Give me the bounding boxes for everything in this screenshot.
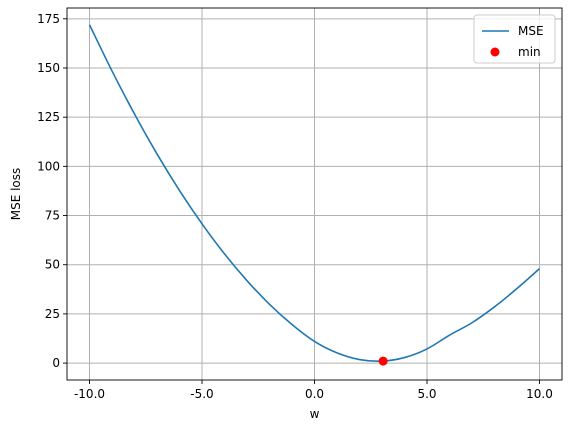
legend: MSE min bbox=[473, 14, 556, 64]
grid-lines bbox=[67, 8, 562, 380]
y-tick-label: 50 bbox=[45, 258, 60, 272]
min-point bbox=[378, 356, 388, 366]
x-tick-label: 10.0 bbox=[526, 387, 553, 401]
legend-label: min bbox=[518, 45, 541, 59]
y-tick-label: 150 bbox=[37, 61, 60, 75]
series-layer bbox=[88, 24, 541, 366]
y-tick-label: 100 bbox=[37, 159, 60, 173]
series-line-mse bbox=[88, 24, 541, 363]
y-axis-title: MSE loss bbox=[9, 168, 23, 221]
legend-label: MSE bbox=[518, 24, 544, 38]
y-tick-label: 175 bbox=[37, 12, 60, 26]
x-tick-label: 5.0 bbox=[417, 387, 436, 401]
x-tick-label: -10.0 bbox=[74, 387, 105, 401]
legend-box bbox=[473, 14, 556, 64]
x-axis-title: w bbox=[310, 407, 320, 421]
y-tick-label: 25 bbox=[45, 307, 60, 321]
y-tick-label: 75 bbox=[45, 209, 60, 223]
y-axis: 0 25 50 75 100 125 150 175 bbox=[37, 12, 67, 370]
legend-dot-swatch bbox=[490, 47, 500, 57]
y-tick-label: 125 bbox=[37, 110, 60, 124]
x-tick-label: -5.0 bbox=[190, 387, 213, 401]
x-tick-label: 0.0 bbox=[305, 387, 324, 401]
y-tick-label: 0 bbox=[52, 356, 60, 370]
x-axis: -10.0 -5.0 0.0 5.0 10.0 bbox=[74, 380, 553, 401]
